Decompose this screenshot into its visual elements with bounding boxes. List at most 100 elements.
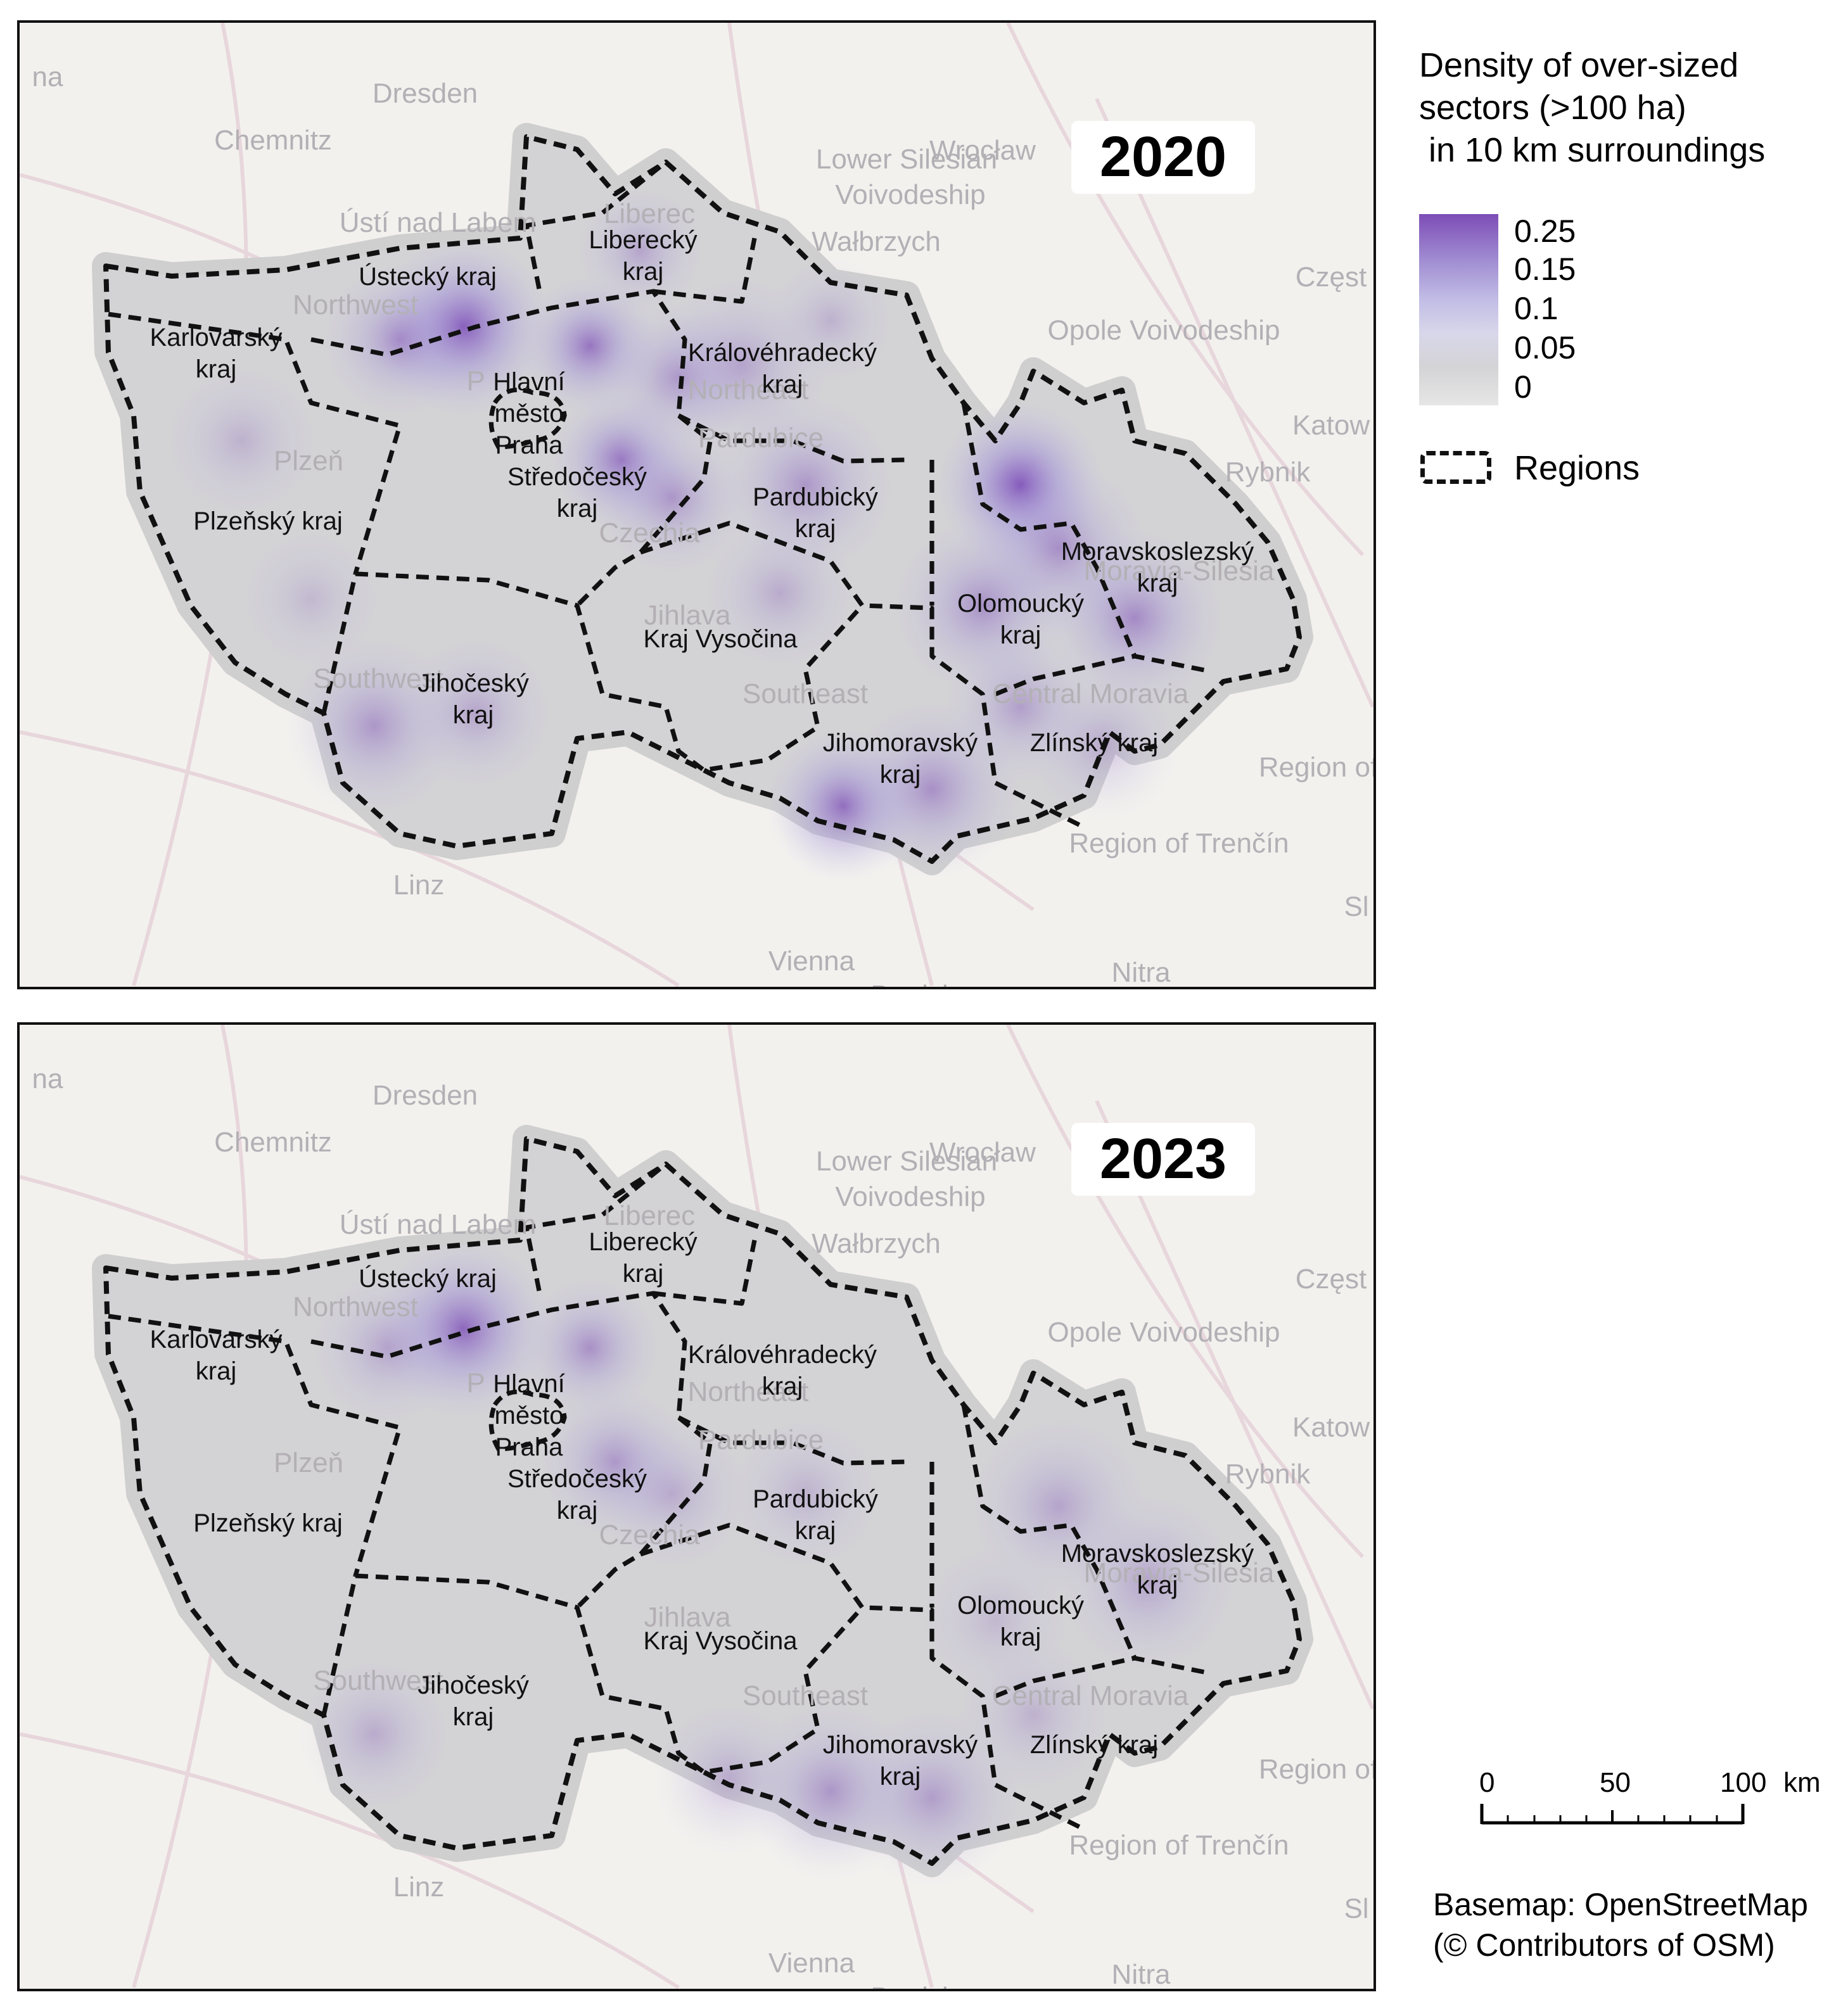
region-label: Jihomoravský: [823, 729, 978, 757]
basemap-place-label: P: [466, 365, 485, 396]
region-border: [639, 1523, 1085, 1832]
basemap-place-label: Katow: [1292, 1412, 1370, 1443]
region-label: kraj: [795, 515, 836, 543]
basemap-place-label: Katow: [1292, 410, 1370, 441]
ramp-label: 0.15: [1514, 251, 1576, 287]
basemap-place-label: Pardubice: [698, 422, 824, 453]
basemap-place-label: Vienna: [768, 946, 855, 977]
scale-bar: 0 50 100 km: [1479, 1767, 1821, 1830]
basemap-place-label: Linz: [393, 870, 445, 901]
basemap-place-label: Ústí nad Labem: [340, 1209, 537, 1240]
ramp-label: 0.05: [1514, 330, 1576, 365]
density-hotspot: [165, 365, 317, 517]
basemap-place-label: Wrocław: [929, 1137, 1036, 1168]
basemap-place-label: Nitra: [1112, 957, 1171, 987]
basemap-place-label: Region of Trenčín: [1069, 828, 1289, 859]
scale-unit: km: [1783, 1767, 1821, 1798]
credit-line: Basemap: OpenStreetMap: [1433, 1887, 1808, 1922]
density-hotspot: [653, 1702, 805, 1854]
region-label: Zlínský kraj: [1030, 729, 1158, 757]
basemap-place-label: Southeast: [742, 1680, 868, 1711]
color-ramp: [1419, 214, 1498, 405]
region-label: kraj: [453, 701, 494, 729]
basemap-place-label: Lower Silesian: [816, 1146, 997, 1177]
basemap-place-label: Wałbrzych: [812, 1228, 941, 1259]
country-border: [103, 134, 1302, 864]
region-label: Liberecký: [589, 226, 697, 254]
basemap-place-label: Northwest: [293, 1291, 418, 1322]
legend-title-line: sectors (>100 ha): [1419, 89, 1686, 127]
basemap-place-label: Czechia: [599, 1519, 700, 1550]
basemap-place-label: Sl: [1344, 891, 1368, 922]
basemap-place-label: Chemnitz: [214, 1127, 332, 1158]
region-label: kraj: [1000, 621, 1041, 649]
density-hotspot: [400, 637, 552, 789]
map-panel-2023[interactable]: Dresden Chemnitz Wrocław Lower Silesian Voiv…: [17, 1022, 1376, 1991]
region-border: [108, 312, 402, 575]
density-hotspot: [767, 257, 894, 384]
region-label: Královéhradecký: [688, 1341, 877, 1369]
region-border: [524, 160, 668, 289]
region-label: kraj: [196, 355, 236, 383]
region-label: Jihočeský: [417, 669, 529, 697]
density-hotspot: [919, 1544, 1071, 1696]
map-panel-2020[interactable]: Dresden Chemnitz Wrocław Lower Silesian Voiv…: [17, 20, 1376, 989]
basemap-place-label: Plzeň: [274, 1447, 343, 1478]
year-label: 2023: [1071, 1123, 1255, 1196]
region-label: Praha: [495, 1433, 563, 1461]
region-label: Moravskoslezský: [1061, 538, 1254, 566]
region-label: kraj: [623, 258, 663, 286]
basemap-place-label: Jihlava: [644, 600, 731, 631]
density-heatmap: [92, 1125, 1313, 1886]
density-hotspot: [1059, 1493, 1236, 1671]
basemap-road: [20, 1732, 680, 1989]
basemap-place-label: na: [32, 1063, 63, 1094]
basemap-place-label: Pardubice: [698, 1424, 824, 1455]
region-label: Plzeňský kraj: [193, 507, 343, 535]
region-label: Středočeský: [507, 463, 647, 491]
region-label: kraj: [623, 1260, 663, 1288]
basemap-place-label: Northeast: [688, 1376, 809, 1407]
region-border: [310, 1291, 713, 1609]
basemap-place-label: na: [32, 61, 63, 92]
density-hotspot: [324, 263, 476, 415]
region-label: Olomoucký: [957, 590, 1084, 618]
praha-border: [488, 387, 567, 450]
region-border: [321, 1575, 358, 1716]
basemap-place-label: Liberec: [604, 198, 695, 229]
region-label: kraj: [762, 371, 803, 398]
basemap-place-label: Lower Silesian: [816, 144, 997, 175]
basemap-road: [1006, 23, 1365, 557]
basemap-place-label: Vienna: [768, 1948, 855, 1979]
density-hotspot: [298, 1658, 450, 1810]
region-label: Zlínský kraj: [1030, 1731, 1158, 1759]
scale-label: 0: [1479, 1767, 1495, 1798]
scale-ruler: [1480, 1804, 1745, 1825]
basemap-place-label: Czechia: [599, 517, 700, 548]
year-label: 2020: [1071, 121, 1255, 194]
ramp-label: 0.1: [1514, 291, 1558, 326]
credit-line: (© Contributors of OSM): [1433, 1927, 1775, 1963]
basemap-place-label: Wrocław: [929, 135, 1036, 166]
density-hotspot: [520, 1278, 660, 1417]
region-label: kraj: [880, 1763, 921, 1791]
region-label: Ústecký kraj: [359, 262, 497, 291]
density-hotspot: [729, 1417, 881, 1569]
basemap-place-label: Voivodeship: [835, 179, 985, 210]
region-border: [994, 1656, 1135, 1699]
region-label: kraj: [557, 1497, 597, 1525]
region-label: Liberecký: [589, 1228, 697, 1256]
basemap-place-label: Plzeň: [274, 445, 343, 476]
basemap-place-label: Southeast: [742, 678, 868, 709]
region-label: Jihočeský: [417, 1671, 529, 1699]
region-label: kraj: [880, 761, 921, 789]
regions-legend-label: Regions: [1514, 449, 1640, 487]
region-border: [310, 289, 713, 607]
region-label: kraj: [557, 495, 597, 523]
region-label: kraj: [762, 1373, 803, 1400]
density-hotspot: [241, 529, 381, 669]
region-label: kraj: [795, 1517, 836, 1545]
region-border: [355, 571, 864, 773]
region-border: [653, 1239, 757, 1306]
